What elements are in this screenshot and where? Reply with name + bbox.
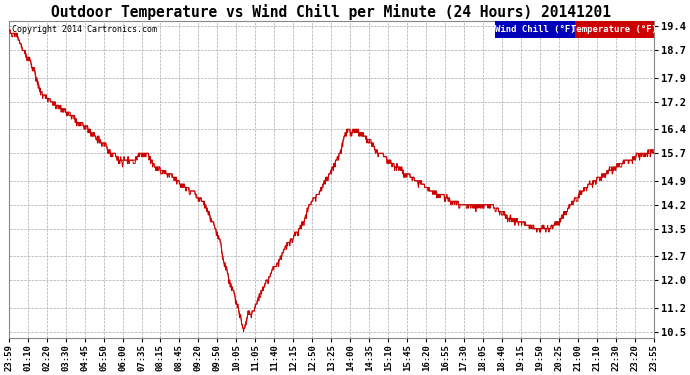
Text: Copyright 2014 Cartronics.com: Copyright 2014 Cartronics.com [12, 25, 157, 34]
Text: Wind Chill (°F): Wind Chill (°F) [495, 25, 575, 34]
Text: Temperature (°F): Temperature (°F) [571, 25, 657, 34]
Title: Outdoor Temperature vs Wind Chill per Minute (24 Hours) 20141201: Outdoor Temperature vs Wind Chill per Mi… [51, 4, 611, 20]
